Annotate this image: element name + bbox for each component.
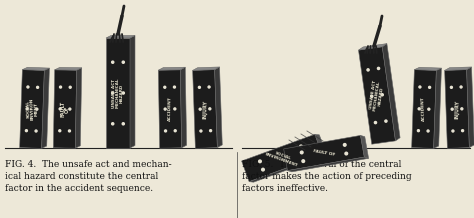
Circle shape (68, 130, 71, 132)
Circle shape (164, 130, 166, 132)
Text: SOCIAL
ENVIRON
MENT: SOCIAL ENVIRON MENT (26, 98, 38, 120)
Circle shape (374, 121, 376, 124)
Bar (242, 134, 322, 182)
Circle shape (164, 86, 166, 88)
Circle shape (300, 145, 302, 148)
Text: FAULT
OF: FAULT OF (60, 101, 70, 117)
Circle shape (208, 86, 210, 88)
Polygon shape (75, 68, 82, 148)
Polygon shape (382, 44, 400, 141)
Text: SOCIAL
ENVIRONMENT: SOCIAL ENVIRONMENT (264, 148, 300, 168)
Polygon shape (249, 155, 327, 182)
Bar (411, 70, 437, 148)
Circle shape (450, 86, 452, 88)
Bar (445, 70, 469, 148)
Circle shape (112, 92, 114, 94)
Circle shape (69, 108, 71, 110)
Text: FAULT OF: FAULT OF (313, 149, 335, 157)
Circle shape (461, 108, 463, 110)
Circle shape (377, 67, 380, 70)
Circle shape (385, 120, 387, 122)
Circle shape (122, 123, 124, 125)
Text: ACCIDENT: ACCIDENT (421, 97, 427, 121)
Text: INJURY: INJURY (202, 99, 208, 119)
Circle shape (344, 144, 346, 146)
Text: FIG. 4.  The unsafe act and mechan-
ical hazard constitute the central
factor in: FIG. 4. The unsafe act and mechan- ical … (5, 160, 172, 193)
Circle shape (36, 86, 38, 88)
Circle shape (419, 86, 421, 88)
Circle shape (262, 168, 264, 171)
Circle shape (418, 108, 420, 110)
Circle shape (303, 153, 305, 156)
Circle shape (173, 86, 175, 88)
Circle shape (427, 130, 429, 132)
Bar (19, 70, 45, 148)
Circle shape (428, 108, 430, 110)
Polygon shape (22, 67, 49, 70)
Polygon shape (180, 67, 187, 148)
Polygon shape (414, 67, 441, 70)
Circle shape (26, 130, 27, 132)
Bar (283, 135, 365, 171)
Text: FIG. 5.  The removal of the central
factor makes the action of preceding
factors: FIG. 5. The removal of the central facto… (242, 160, 411, 193)
Circle shape (367, 69, 369, 71)
Circle shape (460, 86, 462, 88)
Circle shape (428, 86, 430, 88)
Circle shape (199, 108, 201, 110)
Circle shape (199, 86, 201, 88)
Polygon shape (361, 135, 369, 158)
Circle shape (122, 92, 124, 94)
Circle shape (210, 130, 211, 132)
Circle shape (200, 130, 202, 132)
Circle shape (27, 86, 29, 88)
Circle shape (122, 61, 124, 63)
Circle shape (59, 130, 61, 132)
Polygon shape (158, 67, 185, 70)
Circle shape (26, 108, 28, 110)
Circle shape (418, 130, 419, 132)
Bar (106, 38, 130, 148)
Polygon shape (215, 67, 222, 148)
Bar (358, 47, 395, 144)
Polygon shape (315, 134, 327, 155)
Polygon shape (358, 44, 387, 50)
Circle shape (381, 94, 383, 96)
Polygon shape (55, 67, 82, 70)
Circle shape (36, 108, 38, 110)
Circle shape (301, 151, 303, 154)
Circle shape (60, 86, 62, 88)
Circle shape (209, 108, 211, 110)
Circle shape (302, 160, 305, 162)
Polygon shape (466, 67, 474, 148)
Circle shape (112, 123, 114, 125)
Polygon shape (434, 68, 441, 148)
Polygon shape (288, 157, 369, 172)
Circle shape (259, 160, 261, 163)
Circle shape (345, 152, 347, 155)
Circle shape (59, 108, 61, 110)
Polygon shape (130, 36, 135, 148)
Circle shape (112, 61, 114, 63)
Polygon shape (192, 67, 219, 70)
Polygon shape (42, 68, 49, 148)
Text: UNSAFE ACT
MECHANICAL
HAZARD: UNSAFE ACT MECHANICAL HAZARD (369, 80, 385, 111)
Bar (192, 70, 218, 148)
Circle shape (174, 108, 176, 110)
Text: UNSAFE ACT
MECHANICAL
HAZARD: UNSAFE ACT MECHANICAL HAZARD (112, 78, 124, 108)
Text: ACCIDENT: ACCIDENT (168, 97, 172, 121)
Circle shape (462, 130, 464, 132)
Text: INJURY: INJURY (454, 99, 460, 119)
Circle shape (35, 130, 37, 132)
Bar (53, 70, 77, 148)
Bar (158, 70, 182, 148)
Circle shape (69, 86, 71, 88)
Circle shape (371, 95, 373, 97)
Circle shape (452, 130, 454, 132)
Circle shape (174, 130, 176, 132)
Circle shape (164, 108, 166, 110)
Circle shape (451, 108, 453, 110)
Polygon shape (106, 36, 135, 38)
Polygon shape (445, 67, 472, 70)
